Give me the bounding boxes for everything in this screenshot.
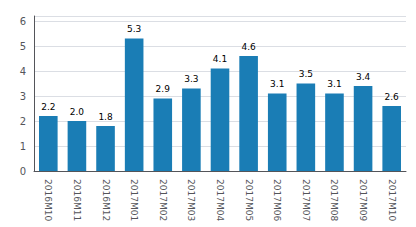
svg-text:1.8: 1.8 [98, 112, 113, 122]
svg-text:2016M11: 2016M11 [72, 179, 82, 221]
svg-text:3.1: 3.1 [327, 79, 341, 89]
svg-text:2017M10: 2017M10 [387, 179, 397, 221]
svg-text:1: 1 [20, 141, 26, 152]
svg-text:2017M09: 2017M09 [358, 179, 368, 221]
svg-text:2017M04: 2017M04 [215, 179, 225, 221]
svg-text:2017M03: 2017M03 [186, 179, 196, 221]
svg-text:5: 5 [20, 41, 26, 52]
svg-text:2016M10: 2016M10 [43, 179, 53, 221]
svg-text:2: 2 [20, 116, 26, 127]
svg-text:3.1: 3.1 [270, 79, 284, 89]
svg-text:4.6: 4.6 [241, 42, 256, 52]
svg-text:4: 4 [20, 66, 26, 77]
svg-text:2017M01: 2017M01 [129, 179, 139, 221]
svg-text:2017M02: 2017M02 [158, 179, 168, 221]
svg-text:2016M12: 2016M12 [101, 179, 111, 221]
svg-text:2.2: 2.2 [41, 102, 55, 112]
svg-text:3: 3 [20, 91, 26, 102]
svg-text:2017M07: 2017M07 [301, 179, 311, 221]
svg-text:3.4: 3.4 [356, 72, 371, 82]
svg-text:2017M05: 2017M05 [244, 179, 254, 221]
svg-text:2017M06: 2017M06 [272, 179, 282, 221]
svg-text:2017M08: 2017M08 [329, 179, 339, 221]
svg-text:5.3: 5.3 [127, 24, 141, 34]
svg-text:3.5: 3.5 [299, 69, 313, 79]
svg-text:4.1: 4.1 [213, 54, 227, 64]
svg-text:6: 6 [20, 16, 26, 27]
svg-text:3.3: 3.3 [184, 74, 198, 84]
svg-text:0: 0 [20, 166, 26, 177]
svg-text:2.6: 2.6 [385, 92, 400, 102]
svg-text:2.9: 2.9 [156, 84, 171, 94]
svg-text:2.0: 2.0 [70, 107, 85, 117]
